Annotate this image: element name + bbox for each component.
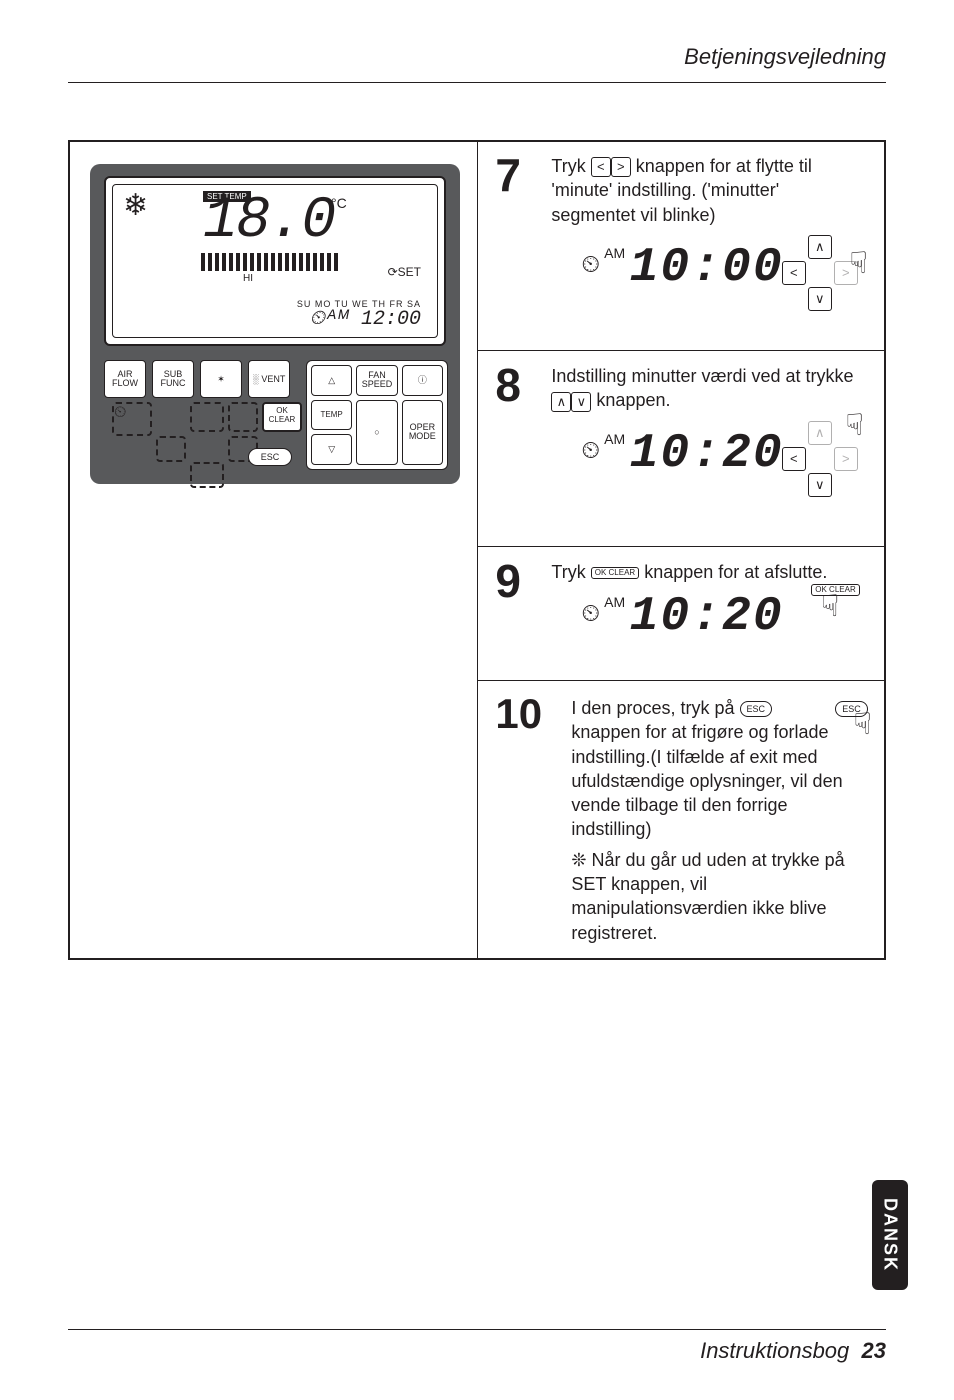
step-7: 7 Tryk <> knappen for at flytte til 'min… xyxy=(501,154,867,295)
language-tab: DANSK xyxy=(872,1180,908,1290)
oper-mode-button[interactable]: OPER MODE xyxy=(402,400,443,465)
step-9-text-b: knappen for at afslutte. xyxy=(644,562,827,582)
am-label: AM xyxy=(604,594,625,610)
nav-up-icon: ∧ xyxy=(808,421,832,445)
step-7-time: 10:00 xyxy=(630,241,784,295)
up-arrow-icon: ∧ xyxy=(551,392,571,412)
nav-down-icon: ∨ xyxy=(808,473,832,497)
h-divider-3 xyxy=(477,680,884,681)
header-title: Betjeningsvejledning xyxy=(684,44,886,70)
step-10-note: ❊ Når du går ud uden at trykke på SET kn… xyxy=(571,848,867,945)
hand-pointer-icon: ☟ xyxy=(853,710,871,740)
info-button[interactable]: ⓘ xyxy=(402,365,443,396)
clock-icon: ⏲ xyxy=(581,437,600,464)
nav-up-highlight[interactable] xyxy=(190,402,224,432)
step-9-time: 10:20 xyxy=(630,590,784,644)
step-10: 10 I den proces, tryk på ESC ESC ☟ knapp… xyxy=(501,696,867,945)
clock-button-highlight[interactable]: ⏲ xyxy=(112,402,152,436)
device-screen-inner: SET TEMP ❄ 18.0 °C HI ⟳SET SU MO TU WE T… xyxy=(112,184,438,338)
down-arrow-icon: ∨ xyxy=(571,392,591,412)
footer-page: 23 xyxy=(862,1338,886,1363)
home-highlight[interactable] xyxy=(228,402,258,432)
hand-pointer-icon: ☟ xyxy=(849,249,867,279)
footer: Instruktionsbog 23 xyxy=(700,1338,886,1364)
fan-speed-button[interactable]: FAN SPEED xyxy=(356,365,397,396)
plasma-button[interactable]: ✶ xyxy=(200,360,242,398)
am-label: AM xyxy=(604,245,625,261)
main-figure-box: SET TEMP ❄ 18.0 °C HI ⟳SET SU MO TU WE T… xyxy=(68,140,886,960)
temp-label: TEMP xyxy=(311,400,352,431)
nav-up-icon: ∧ xyxy=(808,235,832,259)
clock-icon: ⏲ xyxy=(581,251,600,278)
step-10-number: 10 xyxy=(495,690,542,738)
temp-up-button[interactable]: △ xyxy=(311,365,352,396)
header-rule xyxy=(68,82,886,83)
step-7-number: 7 xyxy=(495,148,521,202)
reset-button[interactable]: ○ xyxy=(356,400,397,465)
ok-clear-button[interactable]: OK CLEAR xyxy=(262,402,302,432)
step-8-number: 8 xyxy=(495,358,521,412)
nav-left-icon: < xyxy=(782,261,806,285)
step-8-time: 10:20 xyxy=(630,427,784,481)
button-row-top: AIR FLOW SUB FUNC ✶ ░ VENT xyxy=(104,360,290,398)
nav-right-icon: > xyxy=(834,447,858,471)
step-10-text-a: I den proces, tryk på xyxy=(571,698,739,718)
sub-func-button[interactable]: SUB FUNC xyxy=(152,360,194,398)
esc-icon: ESC xyxy=(740,701,773,717)
step-8-text: Indstilling minutter værdi ved at trykke… xyxy=(551,364,867,413)
temp-down-button[interactable]: ▽ xyxy=(311,434,352,465)
left-arrow-icon: < xyxy=(591,157,611,177)
nav-down-highlight[interactable] xyxy=(190,462,224,488)
nav-down-icon: ∨ xyxy=(808,287,832,311)
ok-clear-icon: OK CLEAR xyxy=(591,567,639,579)
am-label: AM xyxy=(604,431,625,447)
step-7-display: ⏲AM 10:00 ∧ ∨ < > ☟ xyxy=(581,241,867,295)
air-flow-button[interactable]: AIR FLOW xyxy=(104,360,146,398)
step-8-text-b: knappen. xyxy=(596,390,670,410)
step-10-text-b: knappen for at frigøre og forlade indsti… xyxy=(571,722,842,839)
step-9-number: 9 xyxy=(495,554,521,608)
h-divider-2 xyxy=(477,546,884,547)
button-grid: △ FAN SPEED ⓘ TEMP ○ OPER MODE ▽ xyxy=(306,360,448,470)
nav-cluster-7: ∧ ∨ < > ☟ xyxy=(782,235,858,311)
vent-button[interactable]: ░ VENT xyxy=(248,360,290,398)
bar-strip xyxy=(201,253,341,271)
step-8: 8 Indstilling minutter værdi ved at tryk… xyxy=(501,364,867,481)
hi-label: HI xyxy=(243,273,253,284)
clock-icon: ⏲ xyxy=(581,600,600,627)
step-7-text-a: Tryk xyxy=(551,156,590,176)
device-illustration: SET TEMP ❄ 18.0 °C HI ⟳SET SU MO TU WE T… xyxy=(90,164,460,484)
set-indicator: ⟳SET xyxy=(388,265,421,279)
step-8-text-a: Indstilling minutter værdi ved at trykke xyxy=(551,366,853,386)
h-divider-1 xyxy=(477,350,884,351)
hand-pointer-icon: ☟ xyxy=(845,411,863,441)
footer-title: Instruktionsbog xyxy=(700,1338,849,1363)
right-arrow-icon: > xyxy=(611,157,631,177)
vertical-divider xyxy=(477,142,478,958)
clock-row: ⏲ᴬᴹ 12:00 xyxy=(309,307,421,331)
step-9-text-a: Tryk xyxy=(551,562,590,582)
device-screen: SET TEMP ❄ 18.0 °C HI ⟳SET SU MO TU WE T… xyxy=(104,176,446,346)
step-9: 9 Tryk OK CLEAR knappen for at afslutte.… xyxy=(501,560,867,644)
step-7-text: Tryk <> knappen for at flytte til 'minut… xyxy=(551,154,867,227)
nav-left-icon: < xyxy=(782,447,806,471)
nav-dashed-cluster: ⏲ OK CLEAR xyxy=(112,402,292,480)
esc-button[interactable]: ESC xyxy=(248,448,292,466)
footer-rule xyxy=(68,1329,886,1330)
nav-cluster-8: ∧ ∨ < > ☟ xyxy=(782,421,858,497)
step-8-display: ⏲AM 10:20 ∧ ∨ < > ☟ xyxy=(581,427,867,481)
temp-value: 18.0 xyxy=(203,189,334,254)
step-10-text: I den proces, tryk på ESC ESC ☟ knappen … xyxy=(571,696,867,842)
step-9-text: Tryk OK CLEAR knappen for at afslutte. O… xyxy=(551,560,867,584)
temp-unit: °C xyxy=(331,195,347,211)
step-9-display: ⏲AM 10:20 xyxy=(581,590,867,644)
language-tab-label: DANSK xyxy=(880,1198,901,1272)
nav-left-highlight[interactable] xyxy=(156,436,186,462)
